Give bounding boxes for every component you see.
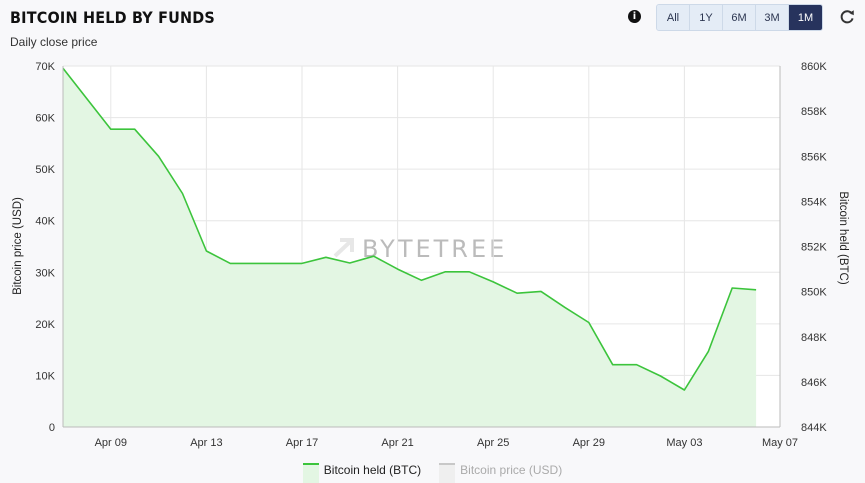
series-layer: [62, 67, 757, 428]
range-selector: All 1Y 6M 3M 1M: [656, 4, 823, 31]
x-tick-label: Apr 09: [95, 437, 127, 449]
x-tick-label: Apr 21: [381, 437, 413, 449]
right-tick-label: 860K: [801, 61, 827, 73]
x-tick-label: May 03: [666, 437, 702, 449]
right-tick-label: 856K: [801, 151, 827, 163]
legend-label-btc-held: Bitcoin held (BTC): [323, 463, 422, 477]
watermark-text: BYTETREE: [362, 235, 507, 263]
watermark-logo: [333, 238, 354, 258]
legend-item-btc-held[interactable]: Bitcoin held (BTC): [302, 463, 422, 483]
range-button-all[interactable]: All: [657, 5, 690, 30]
chart-title: BITCOIN HELD BY FUNDS: [10, 8, 215, 27]
watermark: BYTETREE: [333, 235, 507, 263]
left-tick-label: 30K: [35, 267, 55, 279]
info-icon[interactable]: i: [628, 10, 641, 23]
right-tick-label: 844K: [801, 422, 827, 434]
left-tick-label: 40K: [35, 216, 55, 228]
range-button-1m[interactable]: 1M: [789, 5, 822, 30]
x-tick-label: Apr 17: [286, 437, 318, 449]
right-tick-label: 854K: [801, 196, 827, 208]
right-tick-label: 850K: [801, 287, 827, 299]
left-tick-label: 50K: [35, 164, 55, 176]
left-tick-label: 10K: [35, 370, 55, 382]
legend-swatch-btc-price: [439, 463, 456, 483]
btc-held-line: [62, 67, 757, 391]
left-tick-label: 70K: [35, 61, 55, 73]
refresh-icon[interactable]: [838, 8, 856, 26]
left-tick-label: 60K: [35, 113, 55, 125]
legend-item-btc-price[interactable]: Bitcoin price (USD): [439, 463, 562, 483]
right-tick-label: 846K: [801, 377, 827, 389]
right-axis-title: Bitcoin held (BTC): [837, 191, 849, 284]
legend-swatch-btc-held: [302, 463, 319, 483]
right-tick-label: 848K: [801, 332, 827, 344]
x-tick-label: May 07: [762, 437, 798, 449]
chart-subtitle: Daily close price: [10, 35, 98, 49]
right-tick-label: 852K: [801, 242, 827, 254]
axes: 0 10K 20K 30K 40K 50K 60K 70K 844K 846K 848K 850K 85…: [12, 61, 849, 449]
x-tick-label: Apr 13: [190, 437, 222, 449]
left-axis-title: Bitcoin price (USD): [12, 197, 24, 295]
x-tick-label: Apr 25: [477, 437, 509, 449]
left-tick-label: 0: [49, 422, 55, 434]
btc-held-area: [63, 68, 757, 428]
range-button-6m[interactable]: 6M: [723, 5, 756, 30]
range-button-3m[interactable]: 3M: [756, 5, 789, 30]
x-tick-label: Apr 29: [573, 437, 605, 449]
range-button-1y[interactable]: 1Y: [690, 5, 723, 30]
left-tick-label: 20K: [35, 319, 55, 331]
right-tick-label: 858K: [801, 106, 827, 118]
legend-label-btc-price: Bitcoin price (USD): [460, 463, 563, 477]
legend: Bitcoin held (BTC) Bitcoin price (USD): [0, 463, 865, 483]
